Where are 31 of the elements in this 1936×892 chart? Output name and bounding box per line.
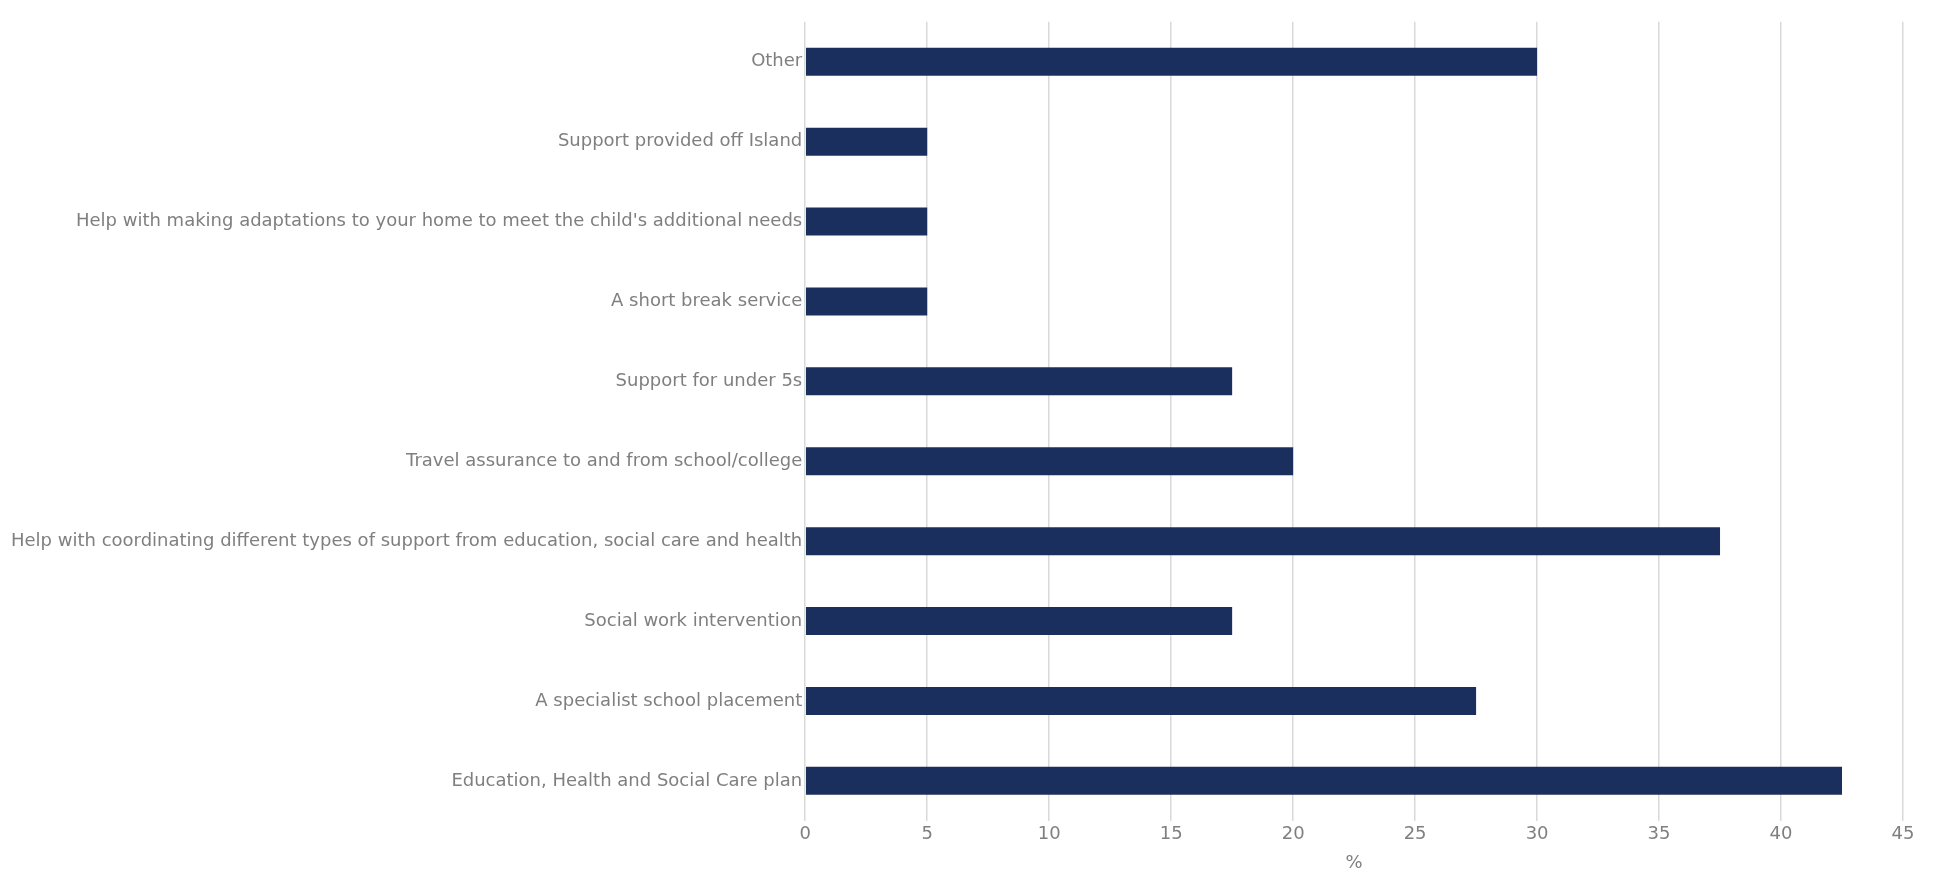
bar xyxy=(805,287,928,316)
y-tick-label: A specialist school placement xyxy=(535,688,803,710)
bar xyxy=(805,367,1233,396)
x-tick-label: 10 xyxy=(1037,822,1061,844)
x-tick-label: 30 xyxy=(1525,822,1549,844)
bar xyxy=(805,766,1843,795)
bar xyxy=(805,47,1538,76)
x-tick-label: 20 xyxy=(1281,822,1305,844)
y-tick-label: Help with coordinating different types of support from education, social care and health xyxy=(10,528,803,550)
x-tick-label: 0 xyxy=(799,822,811,844)
y-tick-label: Support for under 5s xyxy=(615,369,803,391)
y-tick-label: Support provided off Island xyxy=(557,129,803,151)
x-tick-label: 35 xyxy=(1647,822,1671,844)
x-tick-label: 5 xyxy=(921,822,933,844)
y-tick-label: A short break service xyxy=(611,289,803,311)
y-tick-label: Travel assurance to and from school/college xyxy=(405,448,803,470)
y-tick-label: Other xyxy=(751,49,803,71)
x-tick-label: 45 xyxy=(1891,822,1915,844)
x-tick-label: 25 xyxy=(1403,822,1427,844)
bar xyxy=(805,527,1721,556)
x-axis-title: % xyxy=(1345,850,1363,872)
y-tick-label: Education, Health and Social Care plan xyxy=(451,768,803,790)
bar xyxy=(805,607,1233,636)
bar xyxy=(805,127,928,156)
bar xyxy=(805,207,928,236)
bar xyxy=(805,686,1477,715)
x-tick-label: 15 xyxy=(1159,822,1183,844)
y-tick-label: Social work intervention xyxy=(584,608,803,630)
y-tick-label: Help with making adaptations to your home to meet the child's additional needs xyxy=(75,209,803,231)
x-tick-label: 40 xyxy=(1769,822,1793,844)
bar xyxy=(805,447,1294,476)
